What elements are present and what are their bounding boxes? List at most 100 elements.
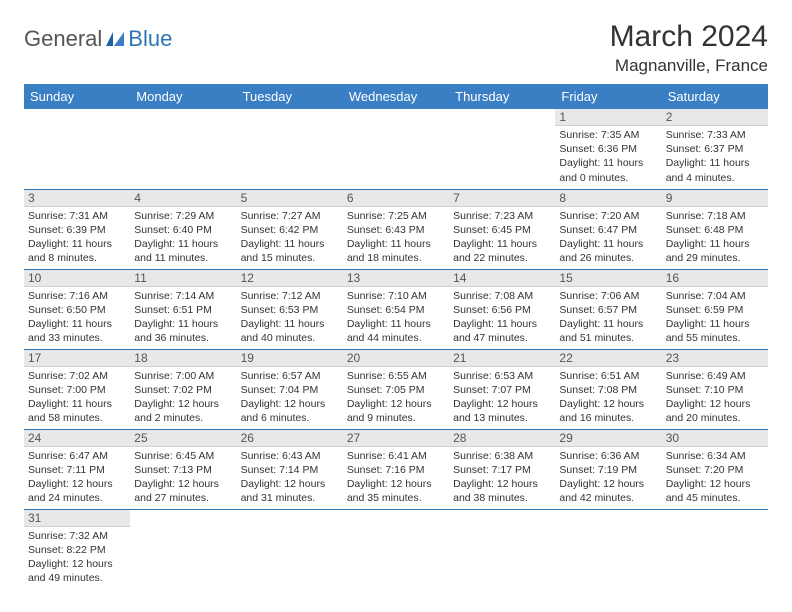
daylight-line-2: and 55 minutes.	[666, 331, 764, 345]
daylight-line-2: and 9 minutes.	[347, 411, 445, 425]
day-details: Sunrise: 7:02 AMSunset: 7:00 PMDaylight:…	[24, 367, 130, 429]
daylight-line-2: and 29 minutes.	[666, 251, 764, 265]
sunrise-line: Sunrise: 6:38 AM	[453, 449, 551, 463]
week-row: 31Sunrise: 7:32 AMSunset: 8:22 PMDayligh…	[24, 509, 768, 589]
day-cell: 29Sunrise: 6:36 AMSunset: 7:19 PMDayligh…	[555, 429, 661, 509]
daylight-line-1: Daylight: 12 hours	[453, 397, 551, 411]
daylight-line-2: and 58 minutes.	[28, 411, 126, 425]
sunrise-line: Sunrise: 7:29 AM	[134, 209, 232, 223]
sunset-line: Sunset: 6:43 PM	[347, 223, 445, 237]
day-number: 10	[24, 270, 130, 287]
day-details: Sunrise: 7:33 AMSunset: 6:37 PMDaylight:…	[662, 126, 768, 188]
sunset-line: Sunset: 6:53 PM	[241, 303, 339, 317]
daylight-line-1: Daylight: 12 hours	[134, 477, 232, 491]
daylight-line-2: and 13 minutes.	[453, 411, 551, 425]
daylight-line-2: and 33 minutes.	[28, 331, 126, 345]
day-details: Sunrise: 7:27 AMSunset: 6:42 PMDaylight:…	[237, 207, 343, 269]
day-number: 19	[237, 350, 343, 367]
daylight-line-1: Daylight: 11 hours	[559, 317, 657, 331]
daylight-line-2: and 26 minutes.	[559, 251, 657, 265]
sunset-line: Sunset: 6:47 PM	[559, 223, 657, 237]
weekday-header: Monday	[130, 84, 236, 109]
day-number: 4	[130, 190, 236, 207]
logo: General Blue	[24, 20, 172, 52]
week-row: 17Sunrise: 7:02 AMSunset: 7:00 PMDayligh…	[24, 349, 768, 429]
day-details: Sunrise: 7:16 AMSunset: 6:50 PMDaylight:…	[24, 287, 130, 349]
day-details: Sunrise: 7:06 AMSunset: 6:57 PMDaylight:…	[555, 287, 661, 349]
empty-day-cell	[130, 109, 236, 189]
day-number: 1	[555, 109, 661, 126]
daylight-line-2: and 38 minutes.	[453, 491, 551, 505]
sunrise-line: Sunrise: 7:12 AM	[241, 289, 339, 303]
title-block: March 2024 Magnanville, France	[610, 20, 768, 76]
sunset-line: Sunset: 6:54 PM	[347, 303, 445, 317]
day-details: Sunrise: 6:49 AMSunset: 7:10 PMDaylight:…	[662, 367, 768, 429]
sunset-line: Sunset: 6:59 PM	[666, 303, 764, 317]
sunset-line: Sunset: 7:17 PM	[453, 463, 551, 477]
daylight-line-1: Daylight: 11 hours	[347, 317, 445, 331]
day-number: 23	[662, 350, 768, 367]
daylight-line-2: and 31 minutes.	[241, 491, 339, 505]
empty-day-cell	[555, 509, 661, 589]
sunrise-line: Sunrise: 6:55 AM	[347, 369, 445, 383]
daylight-line-1: Daylight: 12 hours	[28, 557, 126, 571]
empty-day-cell	[237, 109, 343, 189]
daylight-line-1: Daylight: 11 hours	[241, 237, 339, 251]
empty-day-cell	[662, 509, 768, 589]
day-details: Sunrise: 6:55 AMSunset: 7:05 PMDaylight:…	[343, 367, 449, 429]
day-details: Sunrise: 7:29 AMSunset: 6:40 PMDaylight:…	[130, 207, 236, 269]
weekday-header: Saturday	[662, 84, 768, 109]
daylight-line-1: Daylight: 11 hours	[559, 237, 657, 251]
daylight-line-1: Daylight: 12 hours	[28, 477, 126, 491]
sunrise-line: Sunrise: 7:16 AM	[28, 289, 126, 303]
daylight-line-1: Daylight: 12 hours	[241, 477, 339, 491]
daylight-line-2: and 44 minutes.	[347, 331, 445, 345]
location-label: Magnanville, France	[610, 56, 768, 76]
daylight-line-2: and 2 minutes.	[134, 411, 232, 425]
sunrise-line: Sunrise: 7:02 AM	[28, 369, 126, 383]
day-number: 3	[24, 190, 130, 207]
day-details: Sunrise: 7:35 AMSunset: 6:36 PMDaylight:…	[555, 126, 661, 188]
flag-icon	[106, 30, 126, 48]
weekday-header: Wednesday	[343, 84, 449, 109]
day-details: Sunrise: 6:41 AMSunset: 7:16 PMDaylight:…	[343, 447, 449, 509]
daylight-line-2: and 22 minutes.	[453, 251, 551, 265]
day-number: 15	[555, 270, 661, 287]
empty-day-cell	[449, 509, 555, 589]
sunset-line: Sunset: 7:04 PM	[241, 383, 339, 397]
sunrise-line: Sunrise: 7:04 AM	[666, 289, 764, 303]
sunrise-line: Sunrise: 7:23 AM	[453, 209, 551, 223]
day-number: 31	[24, 510, 130, 527]
day-number: 27	[343, 430, 449, 447]
day-details: Sunrise: 6:34 AMSunset: 7:20 PMDaylight:…	[662, 447, 768, 509]
daylight-line-2: and 27 minutes.	[134, 491, 232, 505]
day-number: 6	[343, 190, 449, 207]
daylight-line-1: Daylight: 12 hours	[347, 397, 445, 411]
empty-day-cell	[449, 109, 555, 189]
day-number: 21	[449, 350, 555, 367]
empty-day-cell	[24, 109, 130, 189]
day-details: Sunrise: 7:18 AMSunset: 6:48 PMDaylight:…	[662, 207, 768, 269]
daylight-line-1: Daylight: 11 hours	[28, 397, 126, 411]
day-details: Sunrise: 7:10 AMSunset: 6:54 PMDaylight:…	[343, 287, 449, 349]
day-cell: 28Sunrise: 6:38 AMSunset: 7:17 PMDayligh…	[449, 429, 555, 509]
calendar-page: General Blue March 2024 Magnanville, Fra…	[0, 0, 792, 609]
sunrise-line: Sunrise: 6:34 AM	[666, 449, 764, 463]
empty-day-cell	[343, 109, 449, 189]
daylight-line-2: and 8 minutes.	[28, 251, 126, 265]
daylight-line-2: and 35 minutes.	[347, 491, 445, 505]
sunrise-line: Sunrise: 7:35 AM	[559, 128, 657, 142]
sunset-line: Sunset: 7:08 PM	[559, 383, 657, 397]
daylight-line-2: and 49 minutes.	[28, 571, 126, 585]
day-cell: 5Sunrise: 7:27 AMSunset: 6:42 PMDaylight…	[237, 189, 343, 269]
sunset-line: Sunset: 6:45 PM	[453, 223, 551, 237]
day-details: Sunrise: 7:20 AMSunset: 6:47 PMDaylight:…	[555, 207, 661, 269]
day-cell: 25Sunrise: 6:45 AMSunset: 7:13 PMDayligh…	[130, 429, 236, 509]
logo-text-general: General	[24, 26, 102, 52]
day-details: Sunrise: 7:23 AMSunset: 6:45 PMDaylight:…	[449, 207, 555, 269]
day-cell: 12Sunrise: 7:12 AMSunset: 6:53 PMDayligh…	[237, 269, 343, 349]
sunrise-line: Sunrise: 7:10 AM	[347, 289, 445, 303]
day-cell: 22Sunrise: 6:51 AMSunset: 7:08 PMDayligh…	[555, 349, 661, 429]
sunrise-line: Sunrise: 7:25 AM	[347, 209, 445, 223]
sunrise-line: Sunrise: 7:00 AM	[134, 369, 232, 383]
